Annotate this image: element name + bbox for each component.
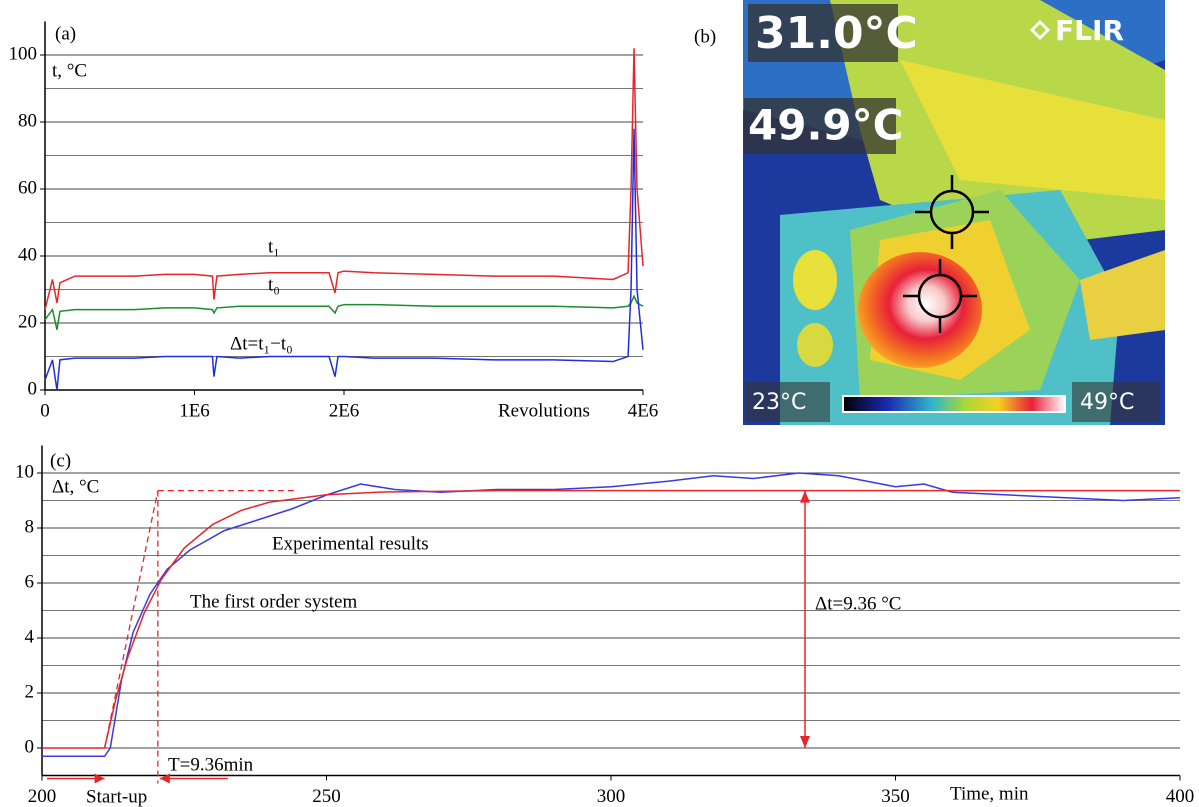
y-tick-label: 6 [25,571,35,592]
series-label: Experimental results [272,533,429,554]
annotation: Δt=9.36 °C [815,593,901,614]
x-tick-label: 400 [1166,786,1195,807]
x-tick-label: 350 [881,786,910,807]
y-tick-label: 80 [18,110,37,131]
x-tick-label: 300 [597,786,626,807]
annotation: (c) [50,450,71,471]
series-label: t₁ [268,236,280,257]
tangent-line [103,490,159,749]
x-tick-label: 4E6 [628,400,659,421]
x-axis-label: Time, min [950,783,1029,804]
series-label: Δt=t₁−t₀ [230,333,293,354]
y-axis-label: Δt, °C [52,476,99,497]
thermal-image: 31.0°C FLIR 49.9°C 23°C 49°C [743,0,1165,425]
x-tick-label: 0 [40,400,50,421]
y-tick-label: 4 [25,626,35,647]
data-line [42,489,1180,749]
panel-label: (b) [694,26,716,47]
annotation: (a) [55,23,76,44]
scale-min: 23°C [752,390,806,415]
y-tick-label: 0 [28,378,38,399]
x-tick-label: 2E6 [329,400,360,421]
x-tick-label: 1E6 [179,400,210,421]
data-line [44,294,644,330]
scale-max: 49°C [1080,390,1134,415]
y-axis-label: t, °C [52,60,87,81]
y-tick-label: 10 [15,461,34,482]
x-tick-label: 200 [28,786,57,807]
data-line [44,128,644,391]
annotation: Start-up [86,786,147,807]
y-tick-label: 60 [18,177,37,198]
y-tick-label: 20 [18,311,37,332]
series-label: t₀ [268,274,280,295]
data-line [44,48,644,310]
y-tick-label: 8 [25,516,35,537]
annotation: T=9.36min [168,754,254,775]
max-temp: 49.9°C [748,101,903,150]
y-tick-label: 0 [25,736,35,757]
y-tick-label: 2 [25,681,35,702]
spot-temp: 31.0°C [755,8,918,59]
x-tick-label: 250 [312,786,341,807]
tc-arrow-head [159,773,170,784]
brand: FLIR [1055,14,1124,47]
y-tick-label: 100 [9,43,38,64]
series-label: The first order system [190,591,357,612]
y-tick-label: 40 [18,244,37,265]
data-line [42,472,1181,757]
startup-arrow-head [94,773,105,784]
x-axis-label: Revolutions [498,400,590,421]
